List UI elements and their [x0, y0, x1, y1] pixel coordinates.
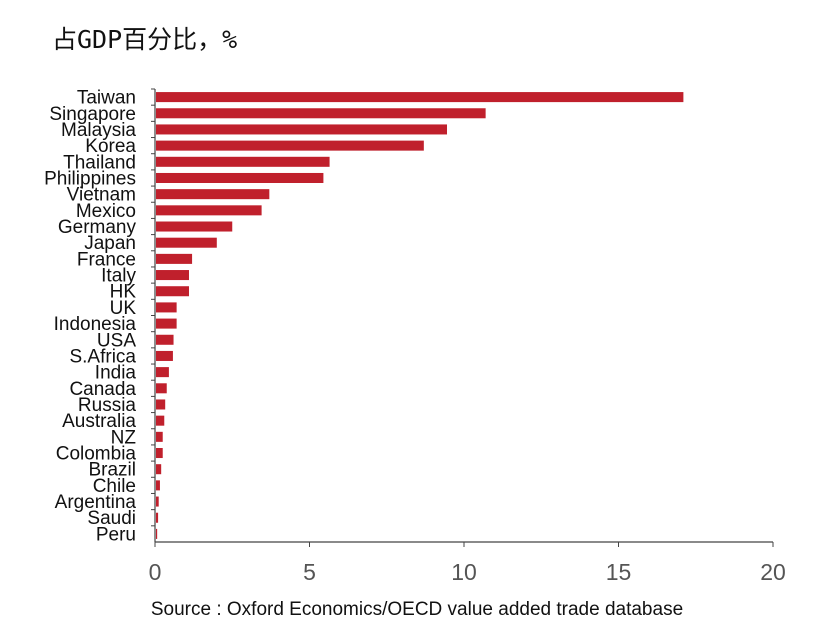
bar-india — [156, 367, 169, 378]
category-label: USA — [97, 330, 136, 351]
bar-canada — [156, 383, 167, 394]
bar-s-africa — [156, 350, 173, 361]
category-labels: TaiwanSingaporeMalaysiaKoreaThailandPhil… — [44, 88, 136, 546]
bar-usa — [156, 334, 174, 345]
category-label: Australia — [62, 411, 136, 432]
category-label: India — [95, 363, 137, 384]
category-label: Russia — [78, 395, 137, 416]
category-label: Saudi — [87, 508, 136, 529]
bar-chile — [156, 480, 160, 491]
category-label: Korea — [85, 136, 136, 157]
bar-colombia — [156, 448, 163, 459]
category-label: S.Africa — [69, 346, 136, 367]
bar-thailand — [156, 156, 330, 167]
bar-malaysia — [156, 124, 448, 135]
category-label: Canada — [69, 379, 136, 400]
bar-peru — [156, 528, 158, 539]
category-label: Malaysia — [61, 120, 136, 141]
source-note: Source : Oxford Economics/OECD value add… — [150, 599, 684, 620]
x-ticks: 0 5 10 15 20 — [149, 542, 786, 585]
bar-chart: TaiwanSingaporeMalaysiaKoreaThailandPhil… — [44, 88, 786, 585]
category-label: Vietnam — [67, 185, 136, 206]
bar-japan — [156, 237, 217, 248]
category-label: Argentina — [55, 492, 137, 513]
bar-russia — [156, 399, 166, 410]
category-label: Japan — [84, 233, 136, 254]
bar-argentina — [156, 496, 159, 507]
category-label: HK — [110, 282, 137, 303]
bar-philippines — [156, 172, 324, 183]
bar-france — [156, 253, 193, 264]
bar-uk — [156, 302, 177, 313]
bar-nz — [156, 431, 163, 442]
category-label: Indonesia — [54, 314, 137, 335]
category-label: NZ — [111, 427, 137, 448]
chart-title: 占GDP百分比，% — [52, 25, 238, 54]
bar-taiwan — [156, 92, 684, 103]
bar-singapore — [156, 108, 486, 119]
bar-germany — [156, 221, 233, 232]
category-label: Mexico — [76, 201, 136, 222]
category-label: UK — [110, 298, 137, 319]
bar-indonesia — [156, 318, 177, 329]
bar-saudi — [156, 512, 159, 523]
x-tick-label: 5 — [303, 559, 316, 585]
category-label: France — [77, 249, 136, 270]
category-label: Peru — [96, 524, 136, 545]
x-tick-label: 20 — [760, 559, 786, 585]
category-label: Taiwan — [77, 88, 136, 109]
bar-hk — [156, 286, 189, 297]
x-tick-label: 0 — [149, 559, 162, 585]
category-label: Philippines — [44, 168, 136, 189]
bar-mexico — [156, 205, 262, 216]
x-tick-label: 10 — [451, 559, 477, 585]
bars-group — [156, 92, 684, 539]
category-label: Singapore — [49, 104, 136, 125]
bar-italy — [156, 270, 189, 281]
bar-brazil — [156, 464, 162, 475]
bar-australia — [156, 415, 165, 426]
x-tick-label: 15 — [606, 559, 632, 585]
bar-vietnam — [156, 189, 270, 200]
bar-korea — [156, 140, 424, 151]
category-label: Germany — [58, 217, 137, 238]
category-label: Thailand — [63, 152, 136, 173]
category-label: Italy — [101, 266, 136, 287]
category-label: Chile — [93, 476, 136, 497]
category-label: Colombia — [56, 444, 137, 465]
category-label: Brazil — [88, 460, 136, 481]
